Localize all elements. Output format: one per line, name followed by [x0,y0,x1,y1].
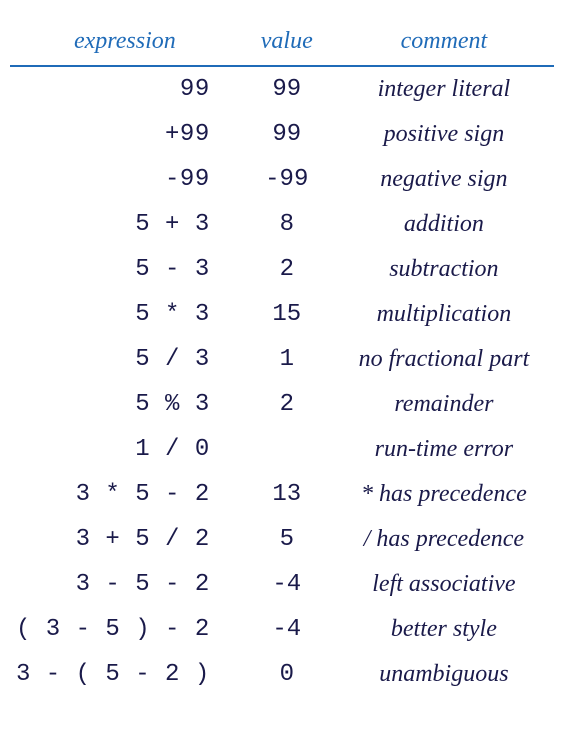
table-row: 9999integer literal [10,66,554,112]
expression-cell: 3 * 5 - 2 [10,472,240,517]
value-cell: 0 [240,652,334,697]
expression-cell: 5 * 3 [10,292,240,337]
value-cell: 8 [240,202,334,247]
value-cell: 1 [240,337,334,382]
table-row: 5 - 32subtraction [10,247,554,292]
expression-cell: 5 / 3 [10,337,240,382]
table-row: 3 - ( 5 - 2 )0unambiguous [10,652,554,697]
comment-cell: better style [334,607,554,652]
value-cell: 2 [240,247,334,292]
table-row: -99-99negative sign [10,157,554,202]
expression-cell: -99 [10,157,240,202]
comment-cell: / has precedence [334,517,554,562]
value-cell: 99 [240,112,334,157]
header-expression: expression [10,20,240,66]
expression-cell: 3 - 5 - 2 [10,562,240,607]
table-row: 1 / 0 run-time error [10,427,554,472]
expression-cell: 99 [10,66,240,112]
table-row: 3 * 5 - 213* has precedence [10,472,554,517]
comment-cell: integer literal [334,66,554,112]
comment-cell: left associative [334,562,554,607]
table-row: ( 3 - 5 ) - 2-4better style [10,607,554,652]
value-cell [240,427,334,472]
value-cell: 13 [240,472,334,517]
header-value: value [240,20,334,66]
comment-cell: unambiguous [334,652,554,697]
comment-cell: remainder [334,382,554,427]
comment-cell: positive sign [334,112,554,157]
table-row: 5 / 31no fractional part [10,337,554,382]
comment-cell: addition [334,202,554,247]
value-cell: -4 [240,607,334,652]
expression-cell: +99 [10,112,240,157]
table-row: 5 * 315multiplication [10,292,554,337]
table-row: 3 - 5 - 2-4left associative [10,562,554,607]
expression-cell: 1 / 0 [10,427,240,472]
expression-cell: 5 % 3 [10,382,240,427]
expression-cell: 5 - 3 [10,247,240,292]
comment-cell: * has precedence [334,472,554,517]
value-cell: 99 [240,66,334,112]
table-header-row: expression value comment [10,20,554,66]
value-cell: 15 [240,292,334,337]
table-row: +9999positive sign [10,112,554,157]
expression-cell: ( 3 - 5 ) - 2 [10,607,240,652]
table-row: 5 + 38addition [10,202,554,247]
value-cell: -4 [240,562,334,607]
header-comment: comment [334,20,554,66]
expression-cell: 5 + 3 [10,202,240,247]
operator-examples-table: expression value comment 9999integer lit… [10,20,554,697]
table-row: 3 + 5 / 25/ has precedence [10,517,554,562]
table-row: 5 % 32remainder [10,382,554,427]
value-cell: 2 [240,382,334,427]
comment-cell: subtraction [334,247,554,292]
expression-cell: 3 + 5 / 2 [10,517,240,562]
value-cell: -99 [240,157,334,202]
expression-cell: 3 - ( 5 - 2 ) [10,652,240,697]
comment-cell: negative sign [334,157,554,202]
comment-cell: multiplication [334,292,554,337]
value-cell: 5 [240,517,334,562]
comment-cell: run-time error [334,427,554,472]
comment-cell: no fractional part [334,337,554,382]
